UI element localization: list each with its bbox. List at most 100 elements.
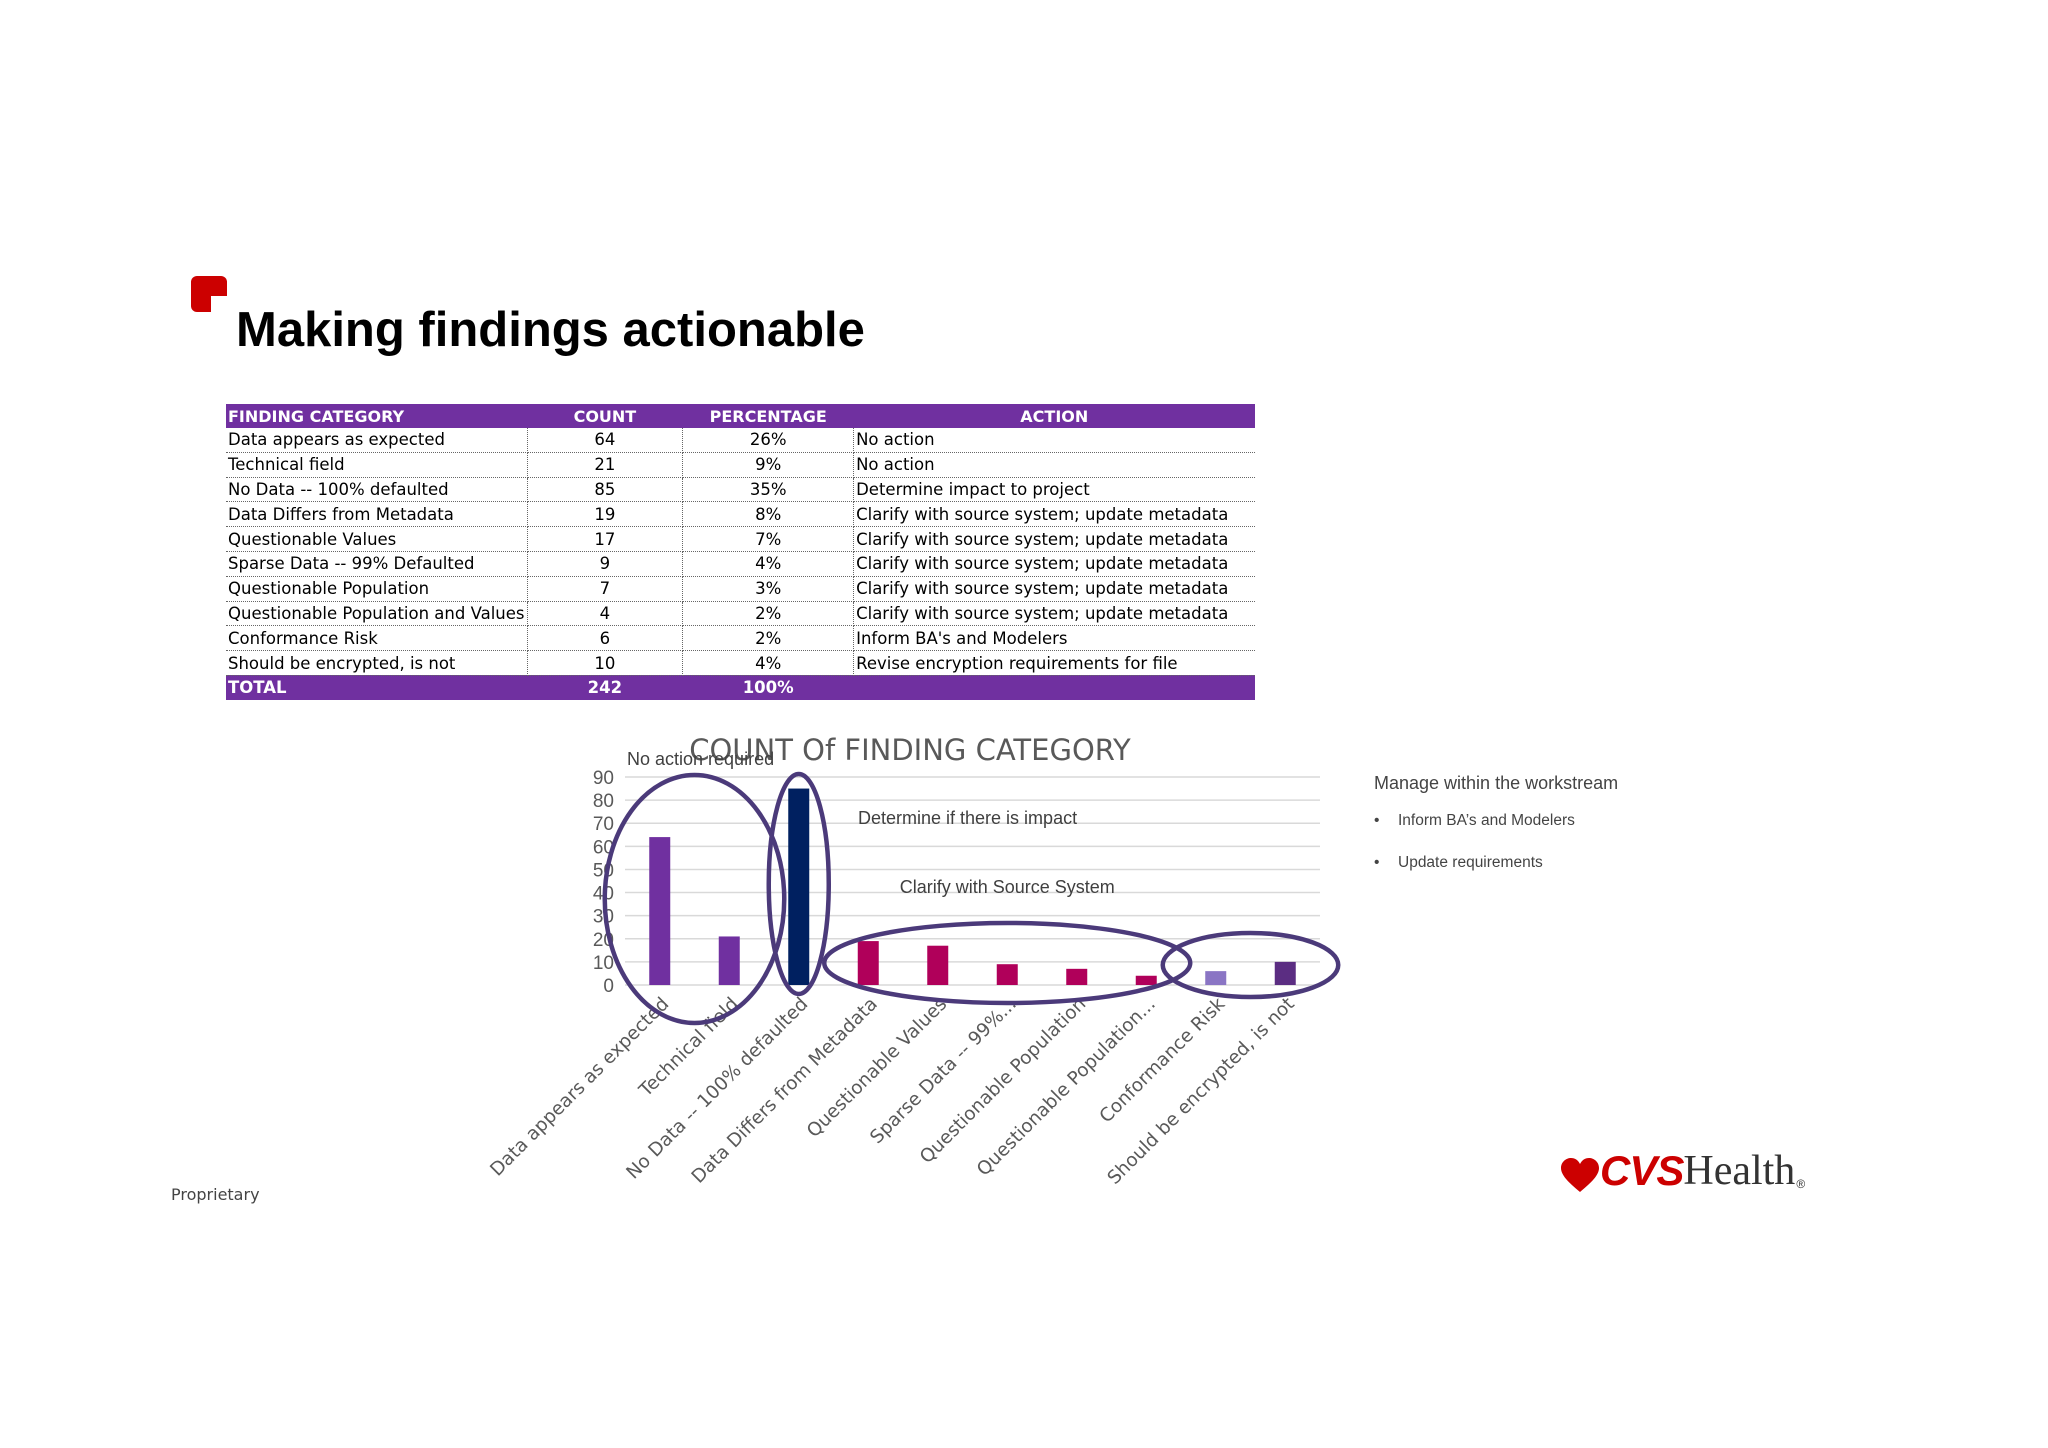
annotation-ring — [1160, 930, 1341, 1000]
annotation-ring — [766, 771, 831, 997]
table-cell: Questionable Population — [226, 576, 528, 602]
table-cell: Clarify with source system; update metad… — [853, 501, 1255, 528]
page-title: Making findings actionable — [236, 303, 865, 357]
table-cell: 64 — [527, 428, 684, 453]
column-header: FINDING CATEGORY — [226, 404, 527, 428]
annotation-label: Determine if there is impact — [858, 808, 1077, 828]
workstream-notes: Manage within the workstream • Inform BA’… — [1374, 773, 1774, 896]
registered-mark: ® — [1796, 1177, 1806, 1191]
list-item: • Inform BA’s and Modelers — [1374, 812, 1774, 830]
table-row: Conformance Risk 6 2% Inform BA's and Model… — [226, 625, 1255, 652]
cvs-health-logo: CVS Health ® — [1560, 1148, 1805, 1194]
table-cell: Technical field — [226, 452, 528, 478]
table-cell: Questionable Population and Values — [226, 601, 528, 627]
y-tick-label: 70 — [593, 814, 614, 835]
table-cell: 19 — [527, 501, 684, 528]
bar — [996, 964, 1018, 985]
bar — [1274, 961, 1296, 985]
note-text: Update requirements — [1398, 854, 1543, 871]
note-text: Inform BA’s and Modelers — [1398, 812, 1575, 829]
bullet: • — [1374, 854, 1380, 871]
y-tick-label: 30 — [593, 907, 614, 928]
table-cell: 35% — [682, 477, 855, 503]
column-header: COUNT — [527, 404, 683, 428]
table-cell: 4% — [682, 551, 855, 577]
bar — [857, 941, 879, 985]
logo-suffix: Health — [1683, 1148, 1796, 1194]
table-cell: No action — [853, 428, 1255, 453]
table-cell: 17 — [527, 526, 684, 552]
table-cell: 9 — [527, 551, 684, 577]
table-cell: Should be encrypted, is not — [226, 650, 528, 676]
y-tick-label: 0 — [603, 976, 614, 997]
annotation-label: No action required — [627, 749, 774, 769]
annotation-ring — [602, 772, 787, 1026]
table-row: Questionable Population and Values 4 2% Cla… — [226, 601, 1255, 627]
table-cell: 6 — [527, 625, 684, 652]
table-cell: Clarify with source system; update metad… — [853, 601, 1255, 627]
table-cell: 21 — [527, 452, 684, 478]
y-tick-label: 60 — [593, 837, 614, 858]
total-cell: TOTAL — [226, 675, 527, 700]
table-row: Data appears as expected 64 26% No action — [226, 428, 1255, 453]
bar — [1066, 968, 1088, 985]
y-tick-label: 80 — [593, 791, 614, 812]
table-cell: Clarify with source system; update metad… — [853, 551, 1255, 577]
y-tick-label: 90 — [593, 768, 614, 789]
notes-heading: Manage within the workstream — [1374, 773, 1619, 793]
table-cell: Questionable Values — [226, 526, 528, 552]
table-cell: Sparse Data -- 99% Defaulted — [226, 551, 528, 577]
annotation-ring — [822, 920, 1193, 1006]
bar — [718, 936, 740, 985]
table-cell: No Data -- 100% defaulted — [226, 477, 528, 503]
table-cell: 2% — [682, 601, 855, 627]
table-cell: Data appears as expected — [226, 428, 528, 453]
total-cell — [853, 675, 1255, 700]
table-row: No Data -- 100% defaulted 85 35% Determine … — [226, 477, 1255, 503]
column-header: ACTION — [853, 404, 1255, 428]
table-cell: 7% — [682, 526, 855, 552]
x-tick-label: Conformance Risk — [1096, 993, 1230, 1127]
table-cell: Clarify with source system; update metad… — [853, 576, 1255, 602]
list-item: • Update requirements — [1374, 854, 1774, 872]
table-cell: 4 — [527, 601, 684, 627]
y-tick-label: 10 — [593, 953, 614, 974]
table-row: Sparse Data -- 99% Defaulted 9 4% Clarify w… — [226, 551, 1255, 577]
table-row: Technical field 21 9% No action — [226, 452, 1255, 478]
table-row: Questionable Population 7 3% Clarify with s… — [226, 576, 1255, 602]
table-total-row: TOTAL 242 100% — [226, 675, 1255, 700]
table-row: Data Differs from Metadata 19 8% Clarify wi… — [226, 501, 1255, 528]
table-cell: 7 — [527, 576, 684, 602]
total-cell: 242 — [527, 675, 683, 700]
table-cell: Revise encryption requirements for file — [853, 650, 1255, 676]
table-cell: Determine impact to project — [853, 477, 1255, 503]
table-cell: 3% — [682, 576, 855, 602]
brand-corner-mark — [191, 276, 227, 312]
table-header-row: FINDING CATEGORY COUNT PERCENTAGE ACTION — [226, 404, 1255, 428]
table-cell: 8% — [682, 501, 855, 528]
bar — [788, 788, 810, 985]
table-cell: 9% — [682, 452, 855, 478]
column-header: PERCENTAGE — [682, 404, 854, 428]
bar — [649, 837, 671, 985]
table-cell: No action — [853, 452, 1255, 478]
x-tick-label: Questionable Values — [803, 994, 951, 1142]
y-tick-label: 50 — [593, 860, 614, 881]
table-cell: 4% — [682, 650, 855, 676]
table-row: Should be encrypted, is not 10 4% Revise en… — [226, 650, 1255, 676]
bar — [1205, 971, 1227, 985]
findings-table: FINDING CATEGORY COUNT PERCENTAGE ACTION… — [226, 404, 1255, 700]
table-cell: Data Differs from Metadata — [226, 501, 528, 528]
annotation-label: Clarify with Source System — [900, 877, 1115, 897]
bullet: • — [1374, 812, 1380, 829]
table-cell: 85 — [527, 477, 684, 503]
notes-list: • Inform BA’s and Modelers • Update requir… — [1374, 812, 1774, 872]
table-row: Questionable Values 17 7% Clarify with sour… — [226, 526, 1255, 552]
bar — [927, 945, 949, 985]
total-cell: 100% — [682, 675, 854, 700]
chart-title: COUNT Of FINDING CATEGORY — [689, 733, 1131, 767]
table-cell: Clarify with source system; update metad… — [853, 526, 1255, 552]
heart-icon — [1561, 1158, 1599, 1192]
table-cell: 10 — [527, 650, 684, 676]
